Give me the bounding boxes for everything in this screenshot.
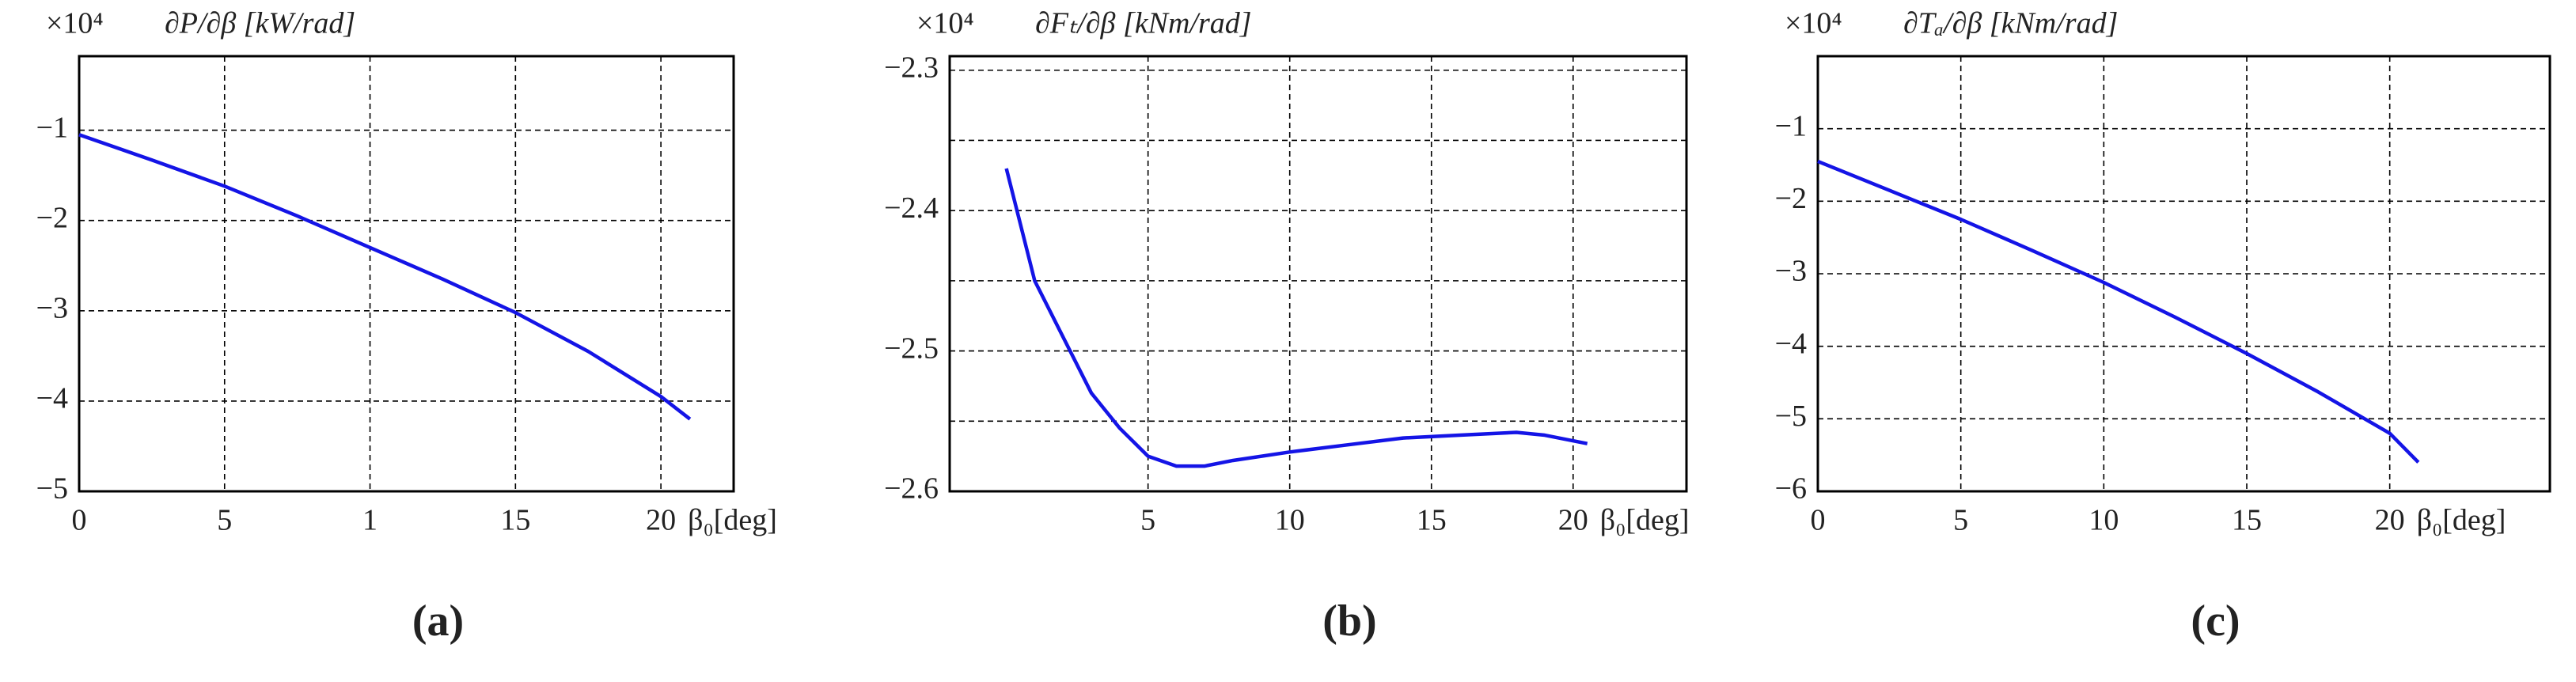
y-tick-label: −2.6 bbox=[884, 472, 939, 506]
y-tick-label: −5 bbox=[1775, 400, 1807, 433]
panel-label: (a) bbox=[412, 597, 464, 646]
data-line bbox=[1817, 159, 2420, 464]
y-axis-label: ∂P/∂β [kW/rad] bbox=[165, 7, 355, 40]
x-tick-label: 20 bbox=[2375, 504, 2405, 537]
y-tick-label: −1 bbox=[1775, 109, 1807, 142]
y-tick-label: −4 bbox=[36, 382, 68, 415]
y-tick-label: −4 bbox=[1775, 327, 1807, 360]
y-tick-label: −6 bbox=[1775, 472, 1807, 506]
x-tick-label: 15 bbox=[1417, 504, 1447, 537]
y-tick-label: −2.4 bbox=[884, 191, 939, 225]
data-line bbox=[1004, 168, 1588, 468]
y-tick-label: −3 bbox=[36, 292, 68, 325]
y-tick-label: −2.5 bbox=[884, 332, 939, 365]
y-multiplier: ×10⁴ bbox=[46, 7, 104, 40]
x-axis-label: β₀[deg] bbox=[2417, 504, 2506, 537]
plot-area bbox=[79, 56, 734, 491]
x-tick-label: 5 bbox=[1140, 504, 1155, 537]
data-line bbox=[78, 133, 692, 421]
y-multiplier: ×10⁴ bbox=[1785, 7, 1842, 40]
x-tick-label: 5 bbox=[1953, 504, 1968, 537]
x-tick-label: 10 bbox=[2088, 504, 2119, 537]
plot-frame bbox=[78, 55, 735, 493]
x-tick-label: 10 bbox=[1275, 504, 1305, 537]
x-axis-label: β₀[deg] bbox=[1600, 504, 1690, 537]
x-tick-label: 20 bbox=[646, 504, 676, 537]
y-tick-label: −1 bbox=[36, 111, 68, 144]
x-tick-label: 0 bbox=[1811, 504, 1826, 537]
panel-label: (c) bbox=[2191, 597, 2240, 646]
plot-area bbox=[950, 56, 1686, 491]
x-tick-label: 15 bbox=[2232, 504, 2262, 537]
panel-label: (b) bbox=[1322, 597, 1376, 646]
y-tick-label: −2 bbox=[36, 201, 68, 234]
x-tick-label: 20 bbox=[1558, 504, 1588, 537]
y-tick-label: −3 bbox=[1775, 255, 1807, 288]
x-tick-label: 15 bbox=[500, 504, 530, 537]
plot-frame bbox=[948, 55, 1688, 493]
y-tick-label: −5 bbox=[36, 472, 68, 506]
plot-frame bbox=[1816, 55, 2551, 493]
x-tick-label: 1 bbox=[362, 504, 377, 537]
x-tick-label: 5 bbox=[217, 504, 232, 537]
y-tick-label: −2 bbox=[1775, 182, 1807, 215]
y-axis-label: ∂Fₜ/∂β [kNm/rad] bbox=[1035, 7, 1252, 40]
y-axis-label: ∂Tₐ/∂β [kNm/rad] bbox=[1903, 7, 2118, 40]
x-axis-label: β₀[deg] bbox=[688, 504, 777, 537]
x-tick-label: 0 bbox=[72, 504, 87, 537]
y-multiplier: ×10⁴ bbox=[916, 7, 974, 40]
y-tick-label: −2.3 bbox=[884, 51, 939, 84]
